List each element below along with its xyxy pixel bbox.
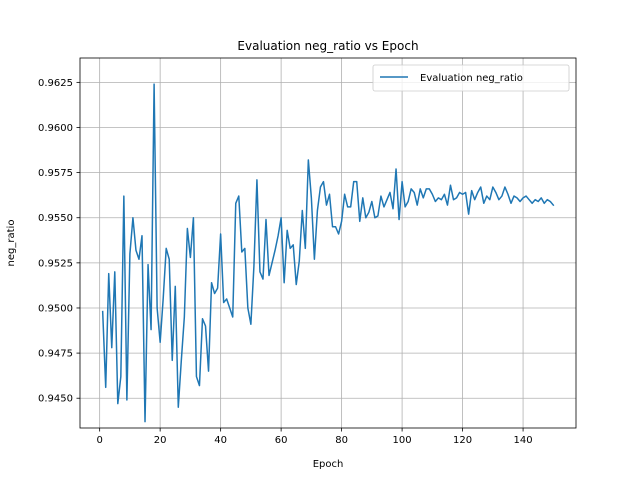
y-tick-label: 0.9625 [38, 78, 73, 89]
x-ticks: 0 20 40 60 80 100 120 140 [96, 428, 533, 446]
series-layer [101, 83, 555, 423]
y-axis-label: neg_ratio [6, 220, 17, 267]
series-line-0 [101, 83, 555, 423]
y-tick-label: 0.9450 [38, 394, 73, 405]
x-tick-label: 120 [453, 435, 472, 446]
x-tick-label: 100 [393, 435, 412, 446]
y-ticks: 0.9450 0.9475 0.9500 0.9525 0.9550 0.9575 0.96… [38, 78, 80, 405]
x-tick-label: 20 [154, 435, 167, 446]
x-tick-label: 80 [335, 435, 348, 446]
x-tick-label: 60 [275, 435, 288, 446]
legend: Evaluation neg_ratio [372, 64, 570, 92]
legend-label: Evaluation neg_ratio [420, 73, 523, 84]
y-tick-label: 0.9550 [38, 213, 73, 224]
chart-title: Evaluation neg_ratio vs Epoch [237, 39, 418, 53]
axes-frame [79, 57, 577, 429]
x-tick-label: 0 [96, 435, 102, 446]
plot-area [80, 58, 576, 428]
y-tick-label: 0.9575 [38, 168, 73, 179]
axes [79, 57, 577, 429]
y-tick-label: 0.9475 [38, 349, 73, 360]
y-tick-label: 0.9600 [38, 123, 73, 134]
legend-box [372, 64, 570, 92]
y-tick-label: 0.9525 [38, 258, 73, 269]
x-tick-label: 40 [214, 435, 227, 446]
y-tick-label: 0.9500 [38, 303, 73, 314]
x-axis-label: Epoch [313, 459, 344, 470]
x-tick-label: 140 [514, 435, 533, 446]
